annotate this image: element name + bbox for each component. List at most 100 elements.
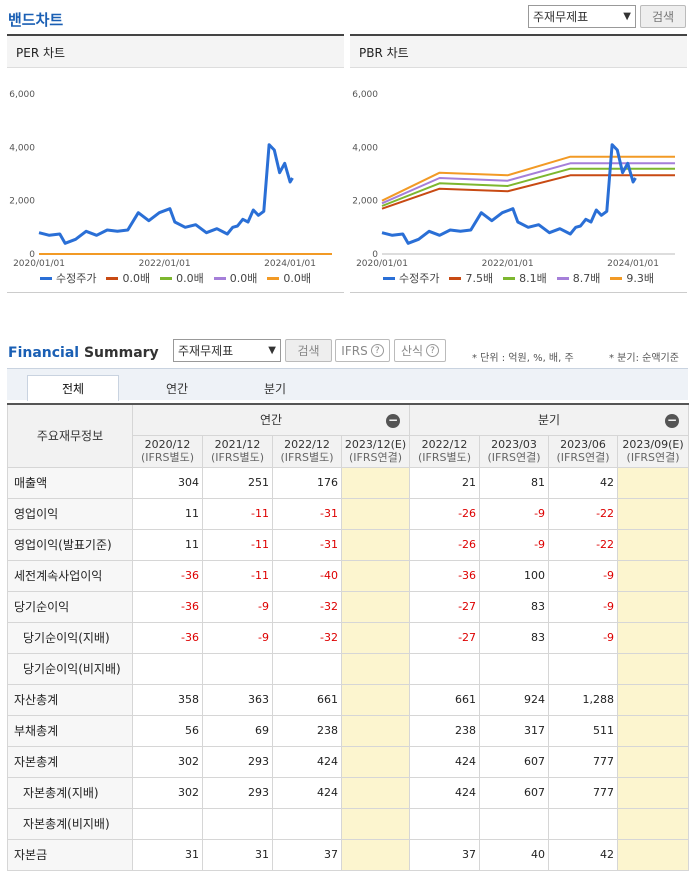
pbr-legend: 수정주가 7.5배 8.1배 8.7배 9.3배 (350, 270, 687, 286)
table-cell: 238 (409, 714, 481, 747)
series-line (381, 155, 675, 202)
table-cell: 37 (272, 838, 342, 871)
table-cell (617, 683, 690, 716)
tab-all[interactable]: 전체 (27, 375, 119, 401)
summary-statement-select[interactable]: 주재무제표 ▼ (173, 339, 281, 362)
table-cell: -11 (202, 559, 273, 592)
table-cell: -31 (272, 497, 342, 530)
series-line (381, 167, 675, 207)
per-chart-title: PER 차트 (7, 36, 344, 68)
period-standard: (IFRS연결) (556, 451, 610, 464)
summary-tabs: 전체 연간 분기 (7, 368, 688, 401)
legend-item[interactable]: 0.0배 (267, 270, 311, 286)
period-standard: (IFRS별도) (210, 451, 265, 464)
quarter-group-label: 분기 (538, 413, 561, 428)
table-cell: -9 (202, 590, 273, 623)
period-date: 2021/12 (214, 438, 261, 451)
ifrs-label: IFRS (341, 343, 368, 358)
band-statement-select[interactable]: 주재무제표 ▼ (528, 5, 636, 28)
formula-help-button[interactable]: 산식 ? (394, 339, 446, 362)
legend-label: 0.0배 (283, 272, 311, 285)
table-cell: 37 (409, 838, 481, 871)
legend-label: 0.0배 (176, 272, 204, 285)
legend-label: 8.1배 (519, 272, 547, 285)
table-cell: -9 (548, 590, 619, 623)
collapse-quarter-icon[interactable]: − (665, 413, 680, 428)
table-cell: 317 (479, 714, 550, 747)
legend-item[interactable]: 수정주가 (383, 270, 439, 286)
table-cell: -27 (409, 621, 481, 654)
question-icon: ? (426, 344, 440, 357)
table-cell (272, 807, 342, 840)
table-cell: 661 (409, 683, 481, 716)
annual-group-header: 연간 − (131, 403, 411, 436)
table-row: 당기순이익(비지배) (7, 652, 690, 685)
legend-item[interactable]: 수정주가 (40, 270, 96, 286)
legend-swatch (267, 276, 280, 280)
table-cell (409, 807, 481, 840)
table-cell (340, 652, 411, 685)
table-cell (340, 838, 411, 871)
legend-label: 수정주가 (399, 272, 440, 285)
legend-item[interactable]: 0.0배 (213, 270, 258, 286)
table-cell (340, 714, 411, 747)
table-cell: 607 (479, 776, 550, 809)
table-cell: -11 (202, 528, 273, 561)
row-label: 당기순이익 (7, 590, 133, 623)
y-tick-label: 6,000 (352, 90, 378, 100)
table-cell (548, 807, 619, 840)
table-cell: 83 (479, 621, 550, 654)
legend-item[interactable]: 9.3배 (610, 270, 654, 286)
table-row: 영업이익(발표기준) 11 -11 -31 -26 -9 -22 (7, 528, 690, 561)
summary-search-button[interactable]: 검색 (285, 339, 332, 362)
table-cell: 424 (409, 745, 481, 778)
table-cell (617, 559, 690, 592)
label-column-header: 주요재무정보 (7, 403, 133, 468)
tab-annual[interactable]: 연간 (165, 381, 189, 396)
ifrs-help-button[interactable]: IFRS ? (335, 339, 390, 362)
period-header: 2023/03 (IFRS연결) (479, 434, 550, 468)
table-cell: -11 (202, 497, 273, 530)
legend-label: 0.0배 (229, 272, 258, 285)
collapse-annual-icon[interactable]: − (386, 413, 401, 428)
table-cell: 83 (479, 590, 550, 623)
legend-swatch (503, 276, 516, 280)
legend-item[interactable]: 0.0배 (106, 270, 150, 286)
table-cell: 777 (548, 745, 619, 778)
legend-item[interactable]: 8.1배 (503, 270, 547, 286)
legend-item[interactable]: 7.5배 (449, 270, 493, 286)
legend-swatch (213, 276, 226, 280)
table-row: 자본총계(지배) 302 293 424 424 607 777 (7, 776, 690, 809)
table-cell: -40 (272, 559, 342, 592)
table-cell: 424 (272, 745, 342, 778)
unit-note: * 단위 : 억원, %, 배, 주 (472, 353, 574, 364)
period-header: 2023/06 (IFRS연결) (548, 434, 619, 468)
table-cell: 924 (479, 683, 550, 716)
band-search-button[interactable]: 검색 (640, 5, 686, 28)
tab-quarterly[interactable]: 분기 (263, 381, 287, 396)
financial-summary-title-blue: Financial (8, 345, 80, 361)
row-label: 영업이익 (7, 497, 133, 530)
table-cell: -36 (132, 590, 203, 623)
x-tick-label: 2024/01/01 (264, 259, 316, 269)
table-row: 영업이익 11 -11 -31 -26 -9 -22 (7, 497, 690, 530)
period-header: 2020/12 (IFRS별도) (132, 434, 203, 468)
table-cell (340, 776, 411, 809)
table-cell: -9 (479, 497, 550, 530)
legend-item[interactable]: 8.7배 (556, 270, 600, 286)
table-cell: -9 (479, 528, 550, 561)
legend-swatch (106, 276, 119, 280)
table-cell: 81 (479, 466, 550, 499)
table-cell: 11 (132, 528, 203, 561)
period-date: 2022/12 (284, 438, 330, 451)
table-cell (202, 807, 273, 840)
period-header: 2021/12 (IFRS별도) (202, 434, 273, 468)
legend-item[interactable]: 0.0배 (160, 270, 204, 286)
legend-swatch (160, 276, 173, 280)
table-cell: 777 (548, 776, 619, 809)
period-header: 2023/09(E) (IFRS연결) (617, 434, 690, 468)
table-cell (409, 652, 481, 685)
y-tick-label: 2,000 (352, 197, 378, 207)
summary-select-value: 주재무제표 (178, 344, 234, 358)
per-legend: 수정주가 0.0배 0.0배 0.0배 0.0배 (7, 270, 344, 286)
